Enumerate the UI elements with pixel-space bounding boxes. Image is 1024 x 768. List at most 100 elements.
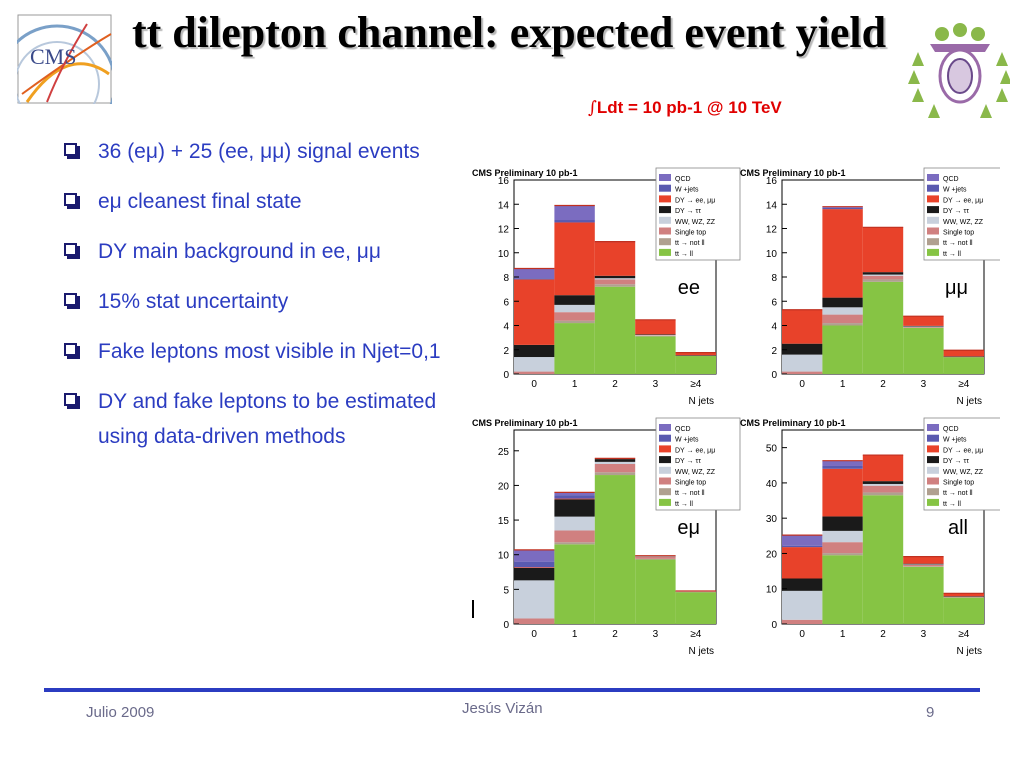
y-tick-label: 20 xyxy=(498,481,510,492)
legend-swatch xyxy=(659,498,671,506)
legend-swatch xyxy=(927,434,939,442)
channel-label: ee xyxy=(678,277,700,299)
y-tick-label: 8 xyxy=(503,273,509,284)
histogram-header: CMS Preliminary 10 pb-1 xyxy=(472,418,578,428)
histogram-bar-segment xyxy=(675,591,716,593)
histogram-bar-segment xyxy=(903,563,944,565)
histogram-bar-segment xyxy=(554,222,595,296)
x-axis-label: N jets xyxy=(956,646,982,657)
x-tick-label: 2 xyxy=(612,379,618,390)
histogram-bar-segment xyxy=(822,307,863,315)
legend-swatch xyxy=(927,174,939,181)
histogram-bar-segment xyxy=(554,499,595,517)
histogram-bar-segment xyxy=(903,564,944,565)
integral-symbol: ∫ xyxy=(588,98,597,118)
histogram-header: CMS Preliminary 10 pb-1 xyxy=(740,168,846,178)
legend-label: DY → ee, μμ xyxy=(943,447,983,454)
histogram-bar-segment xyxy=(514,561,555,568)
histogram-bar-segment xyxy=(862,274,904,276)
x-tick-label: 1 xyxy=(572,379,578,390)
legend-label: Single top xyxy=(675,230,706,237)
legend-swatch xyxy=(927,477,939,485)
histogram-bar-segment xyxy=(514,567,555,568)
legend-swatch xyxy=(659,206,671,214)
y-tick-label: 50 xyxy=(766,444,778,455)
histogram-bar-segment xyxy=(822,465,863,469)
histogram-bar-segment xyxy=(943,596,984,597)
histogram-bar-segment xyxy=(822,206,863,208)
slide-title: tt dilepton channel: expected event yiel… xyxy=(132,8,887,57)
histogram-bar-segment xyxy=(782,545,823,548)
legend-label: tt → not ll xyxy=(943,490,973,497)
njets-histogram-grid: CMS Preliminary 10 pb-10 1 2 3 ≥402468101214… xyxy=(472,167,1000,657)
x-tick-label: ≥4 xyxy=(690,629,701,640)
histogram-bar-segment xyxy=(782,343,823,355)
legend-swatch xyxy=(927,498,939,506)
channel-label: all xyxy=(948,517,968,539)
legend-swatch xyxy=(659,248,671,256)
legend-label: tt → not ll xyxy=(675,490,705,497)
footer-author: Jesús Vizán xyxy=(462,700,543,717)
legend-label: DY → ττ xyxy=(675,208,701,215)
legend-swatch xyxy=(659,195,671,203)
y-tick-label: 30 xyxy=(766,514,778,525)
legend-swatch xyxy=(927,488,939,496)
legend-swatch xyxy=(659,445,671,453)
histogram-bar-segment xyxy=(594,459,636,462)
footer-page-number: 9 xyxy=(926,704,935,721)
histogram-bar-segment xyxy=(903,556,944,564)
histogram-bar-segment xyxy=(862,483,904,486)
y-tick-label: 6 xyxy=(771,297,777,308)
y-tick-label: 8 xyxy=(771,273,777,284)
histogram-bar-segment xyxy=(782,371,823,374)
y-tick-label: 6 xyxy=(503,297,509,308)
histogram-bar-segment xyxy=(822,530,863,543)
legend-label: tt → not ll xyxy=(675,240,705,247)
histogram-bar-segment xyxy=(675,355,716,356)
histogram-panel-1 xyxy=(781,167,1000,375)
histogram-bar-segment xyxy=(862,495,904,624)
legend-label: DY → ττ xyxy=(675,458,701,465)
legend-label: tt → not ll xyxy=(943,240,973,247)
histogram-bar-segment xyxy=(782,535,823,546)
histogram-bar-segment xyxy=(635,336,676,374)
histogram-bar-segment xyxy=(635,556,676,557)
legend-label: QCD xyxy=(943,176,959,183)
histogram-bar-segment xyxy=(943,596,984,598)
y-tick-label: 16 xyxy=(766,176,778,187)
histogram-bar-segment xyxy=(822,325,863,374)
y-tick-label: 4 xyxy=(771,322,777,333)
histogram-bar-segment xyxy=(594,275,636,279)
legend-swatch xyxy=(927,466,939,474)
histogram-bar-segment xyxy=(822,209,863,298)
legend-label: QCD xyxy=(675,426,691,433)
y-tick-label: 12 xyxy=(498,225,510,236)
x-tick-label: 0 xyxy=(531,629,537,640)
x-axis-label: N jets xyxy=(956,396,982,407)
legend-label: tt → ll xyxy=(943,501,961,508)
histogram-header: CMS Preliminary 10 pb-1 xyxy=(740,418,846,428)
histogram-bar-segment xyxy=(862,455,904,482)
legend-swatch xyxy=(927,216,939,224)
histogram-bar-segment xyxy=(782,354,823,372)
legend-label: W +jets xyxy=(675,187,699,194)
histogram-bar-segment xyxy=(554,323,595,374)
histogram-bar-segment xyxy=(554,542,595,545)
cms-logo-text: CMS xyxy=(30,44,76,69)
histogram-bar-segment xyxy=(943,357,984,374)
legend-swatch xyxy=(659,488,671,496)
histogram-bar-segment xyxy=(514,371,555,374)
histogram-bar-segment xyxy=(862,227,904,273)
bullet-list: 36 (eμ) + 25 (ee, μμ) signal events eμ c… xyxy=(62,134,452,469)
bullet-item: eμ cleanest final state xyxy=(62,184,452,219)
histogram-bar-segment xyxy=(635,334,676,336)
histogram-bar-segment xyxy=(822,555,863,624)
histogram-bar-segment xyxy=(594,279,636,285)
legend-label: QCD xyxy=(675,176,691,183)
histogram-bar-segment xyxy=(675,352,716,356)
bullet-item: DY and fake leptons to be estimated usin… xyxy=(62,384,452,454)
histogram-bar-segment xyxy=(903,566,944,567)
y-tick-label: 15 xyxy=(498,516,510,527)
histogram-bar-segment xyxy=(903,325,944,327)
histogram-bar-segment xyxy=(635,558,676,560)
